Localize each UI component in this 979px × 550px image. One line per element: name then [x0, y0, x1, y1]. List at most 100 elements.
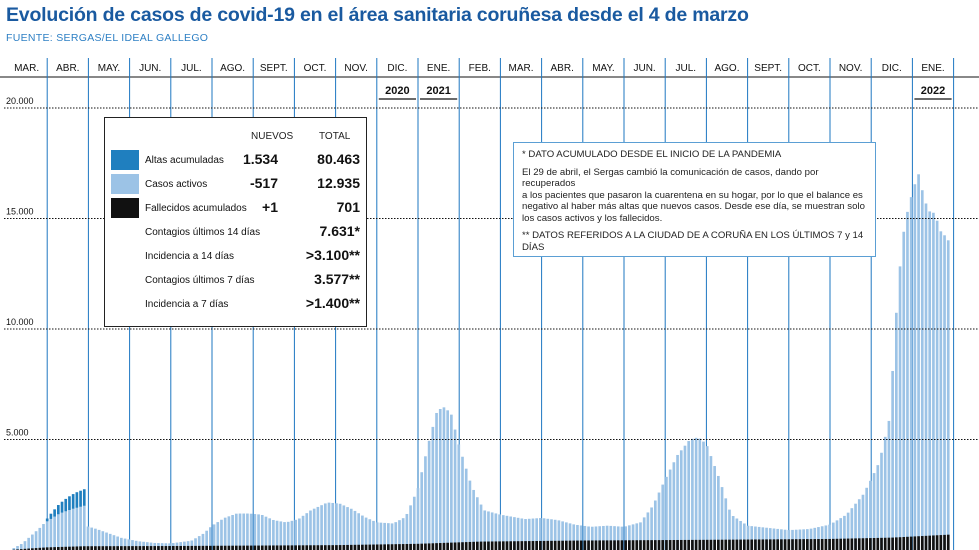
bar-fallecidos	[768, 539, 772, 550]
bar-casos-activos	[509, 516, 513, 550]
bar-casos-activos	[539, 518, 542, 550]
bar-fallecidos	[776, 539, 780, 550]
legend-new: 1.534	[242, 151, 278, 167]
bar-fallecidos	[579, 540, 583, 550]
bar-casos-activos	[831, 522, 835, 550]
bar-casos-activos	[131, 540, 134, 550]
chart-source: FUENTE: SERGAS/EL IDEAL GALLEGO	[6, 32, 209, 44]
bar-casos-activos	[724, 498, 728, 550]
bar-fallecidos	[272, 545, 275, 550]
legend-total: >1.400**	[305, 295, 360, 311]
bar-fallecidos	[450, 542, 453, 550]
bar-casos-activos	[442, 407, 446, 550]
bar-fallecidos	[772, 539, 776, 550]
bar-casos-activos	[286, 521, 290, 550]
bar-casos-activos	[546, 518, 550, 550]
legend-label: Altas acumuladas	[145, 155, 224, 166]
bar-fallecidos	[342, 545, 346, 550]
bar-altas-acumuladas	[49, 513, 53, 519]
bar-casos-activos	[216, 522, 220, 550]
bar-fallecidos	[34, 548, 38, 550]
month-label: MAR.	[14, 63, 39, 74]
bar-casos-activos	[446, 410, 449, 550]
bar-casos-activos	[620, 526, 624, 550]
bar-casos-activos	[412, 496, 416, 550]
bar-casos-activos	[869, 480, 872, 550]
bar-fallecidos	[791, 539, 794, 550]
bar-casos-activos	[186, 541, 190, 550]
bar-altas-acumuladas	[53, 509, 56, 517]
bar-casos-activos	[894, 312, 898, 550]
bar-fallecidos	[31, 548, 34, 550]
bar-casos-activos	[501, 515, 505, 550]
bar-casos-activos	[516, 517, 520, 550]
bar-fallecidos	[665, 540, 668, 550]
bar-fallecidos	[691, 539, 694, 550]
bar-casos-activos	[364, 517, 368, 550]
bar-casos-activos	[409, 505, 412, 550]
y-tick-label: 5.000	[6, 428, 29, 438]
bar-fallecidos	[435, 543, 438, 550]
bar-casos-activos	[857, 499, 861, 550]
bar-fallecidos	[290, 545, 294, 550]
bar-fallecidos	[531, 541, 535, 550]
bar-casos-activos	[19, 544, 23, 550]
bar-fallecidos	[846, 538, 850, 550]
legend-total: 80.463	[317, 151, 360, 167]
swatch-activos	[111, 174, 139, 194]
bar-fallecidos	[364, 544, 368, 550]
bar-altas-acumuladas	[79, 490, 82, 507]
bar-fallecidos	[869, 538, 872, 550]
month-label: ENE.	[427, 63, 450, 74]
bar-casos-activos	[616, 526, 620, 550]
bar-casos-activos	[602, 525, 605, 550]
bar-fallecidos	[509, 541, 513, 550]
bar-fallecidos	[142, 546, 145, 550]
bar-casos-activos	[887, 420, 891, 550]
bar-fallecidos	[49, 547, 53, 550]
bar-casos-activos	[231, 515, 234, 550]
month-label: ABR.	[551, 63, 574, 74]
bar-fallecidos	[190, 545, 194, 550]
bar-fallecidos	[620, 540, 624, 550]
bar-fallecidos	[316, 545, 320, 550]
bar-fallecidos	[516, 541, 520, 550]
legend-new: -517	[249, 175, 278, 191]
bar-casos-activos	[717, 475, 720, 550]
bar-fallecidos	[602, 540, 605, 550]
bar-fallecidos	[464, 542, 468, 550]
bar-fallecidos	[787, 539, 791, 550]
bar-casos-activos	[431, 426, 435, 550]
bar-fallecidos	[305, 545, 309, 550]
bar-fallecidos	[828, 538, 831, 550]
bar-fallecidos	[576, 540, 579, 550]
bar-fallecidos	[301, 545, 305, 550]
bar-casos-activos	[946, 240, 950, 550]
bar-fallecidos	[494, 541, 498, 550]
bar-fallecidos	[168, 546, 171, 550]
bar-casos-activos	[42, 524, 45, 550]
bar-fallecidos	[642, 540, 646, 550]
bar-fallecidos	[116, 546, 119, 550]
bar-casos-activos	[653, 500, 657, 550]
bar-fallecidos	[902, 537, 906, 550]
bar-casos-activos	[768, 528, 772, 550]
bar-casos-activos	[60, 512, 64, 550]
bar-fallecidos	[475, 541, 479, 550]
month-label: JUL.	[181, 63, 202, 74]
bar-casos-activos	[872, 473, 876, 550]
bar-casos-activos	[880, 452, 883, 550]
bar-fallecidos	[501, 541, 505, 550]
bar-fallecidos	[320, 545, 323, 550]
bar-casos-activos	[505, 515, 509, 550]
bar-altas-acumuladas	[68, 496, 71, 510]
bar-fallecidos	[416, 543, 420, 550]
bar-casos-activos	[212, 524, 216, 550]
bar-fallecidos	[60, 546, 64, 550]
bar-fallecidos	[713, 539, 716, 550]
bar-fallecidos	[943, 534, 946, 550]
bar-fallecidos	[286, 545, 290, 550]
bar-casos-activos	[687, 441, 691, 550]
bar-casos-activos	[116, 536, 119, 550]
bar-fallecidos	[97, 546, 101, 550]
